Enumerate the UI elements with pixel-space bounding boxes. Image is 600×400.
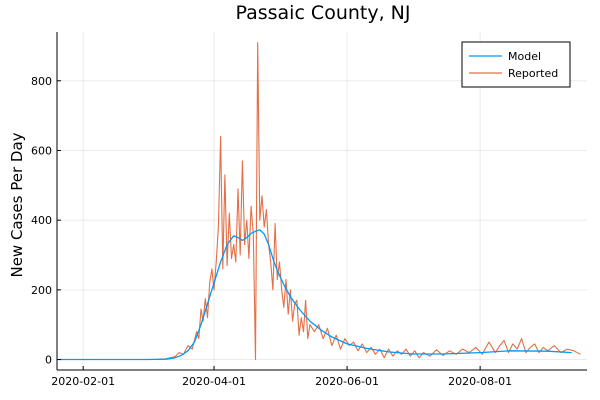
y-tick-label: 800 bbox=[31, 75, 52, 88]
chart-legend: Model Reported bbox=[461, 41, 571, 88]
series-line-reported bbox=[59, 41, 581, 361]
chart-title: Passaic County, NJ bbox=[235, 2, 410, 24]
axes-layer bbox=[56, 32, 587, 371]
series-layer bbox=[59, 41, 581, 361]
y-tick-label: 0 bbox=[45, 354, 52, 367]
y-tick-label: 200 bbox=[31, 284, 52, 297]
legend-box bbox=[461, 41, 571, 88]
y-tick-label: 600 bbox=[31, 144, 52, 157]
series-line-model bbox=[59, 229, 572, 361]
tick-layer: 2020-02-01 2020-04-01 2020-06-01 2020-08-01… bbox=[31, 75, 512, 388]
x-tick-label: 2020-06-01 bbox=[315, 375, 379, 388]
legend-label-reported: Reported bbox=[508, 67, 558, 80]
x-tick-label: 2020-04-01 bbox=[182, 375, 246, 388]
y-tick-label: 400 bbox=[31, 214, 52, 227]
y-axis-label: New Cases Per Day bbox=[8, 132, 26, 277]
x-tick-label: 2020-08-01 bbox=[448, 375, 512, 388]
x-tick-label: 2020-02-01 bbox=[51, 375, 115, 388]
legend-label-model: Model bbox=[508, 50, 541, 63]
